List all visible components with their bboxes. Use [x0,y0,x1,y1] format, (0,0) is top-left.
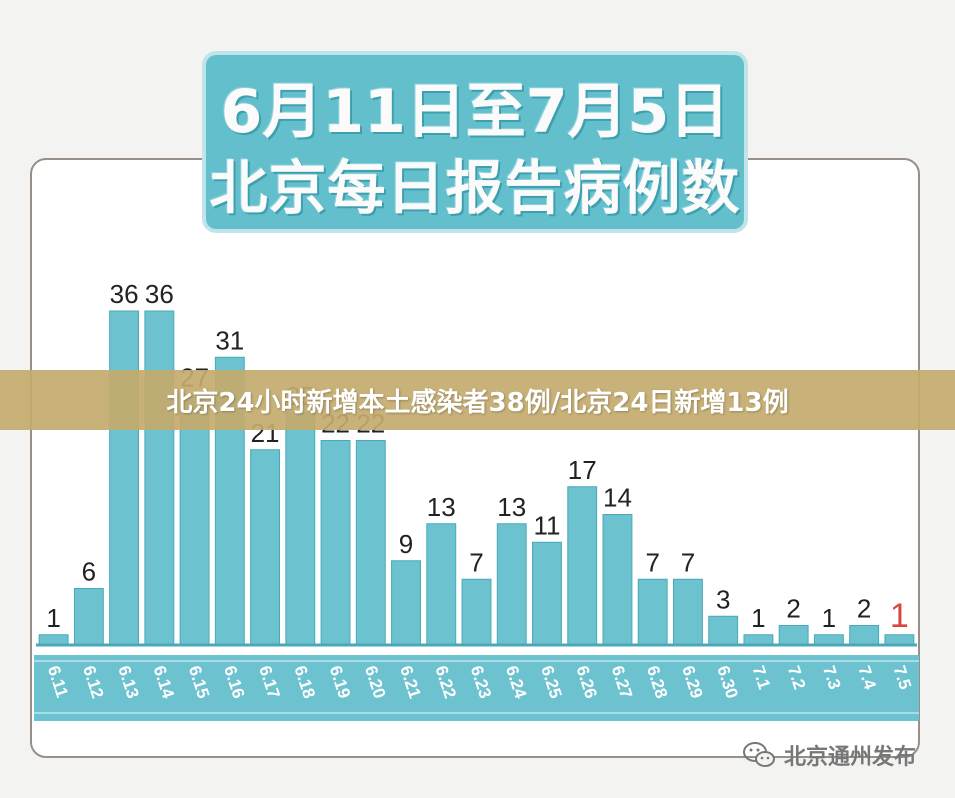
bar-7.1 [743,634,774,645]
bar-6.21 [391,560,421,645]
data-label-7.3: 1 [822,603,836,633]
data-label-6.30: 3 [716,584,730,614]
bar-6.27 [602,514,633,645]
data-label-7.4: 2 [857,594,871,624]
bar-6.19 [320,440,351,645]
title-box: 6月11日至7月5日 北京每日报告病例数 [206,55,744,229]
data-label-6.25: 11 [533,510,560,540]
bar-6.12 [73,588,104,645]
data-label-6.16: 31 [215,325,244,355]
bar-6.23 [461,578,492,645]
bar-6.11 [38,634,69,645]
data-label-6.29: 7 [681,547,695,577]
data-label-6.27: 14 [603,483,632,513]
data-label-6.24: 13 [497,492,526,522]
data-label-6.23: 7 [469,547,483,577]
data-label-7.1: 1 [751,603,765,633]
bar-7.5 [884,634,915,645]
bar-7.3 [813,634,844,645]
data-label-6.11: 1 [46,603,60,633]
bar-6.15 [179,393,210,645]
x-axis-band [34,655,919,721]
data-label-6.14: 36 [145,279,174,309]
headline-banner: 北京24小时新增本土感染者38例/北京24日新增13例 [0,370,955,430]
bar-7.4 [849,625,880,645]
wechat-icon [743,742,775,767]
data-label-7.2: 2 [786,594,800,624]
title-date-range: 6月11日至7月5日 [220,77,730,147]
bar-6.14 [144,310,175,645]
data-label-7.5: 1 [890,597,909,635]
bar-6.18 [285,412,316,645]
bar-6.29 [672,578,703,645]
bar-6.17 [250,449,281,645]
watermark: 北京通州发布 [742,738,916,772]
headline-text: 北京24小时新增本土感染者38例/北京24日新增13例 [166,387,789,418]
chart-title: 北京每日报告病例数 [209,154,741,222]
bar-6.30 [708,615,739,645]
bar-6.25 [532,541,562,645]
bar-6.22 [426,523,457,645]
bar-6.24 [496,523,527,645]
data-label-6.28: 7 [645,547,659,577]
bar-6.28 [637,578,668,645]
data-label-6.12: 6 [82,557,96,587]
data-label-6.13: 36 [110,279,139,309]
bar-7.2 [778,625,809,645]
watermark-text: 北京通州发布 [784,745,917,770]
data-label-6.21: 9 [399,529,413,559]
bar-6.26 [567,486,598,645]
bar-6.20 [355,440,386,645]
data-label-6.22: 13 [427,492,456,522]
data-label-6.26: 17 [568,455,597,485]
bar-6.13 [109,310,140,645]
